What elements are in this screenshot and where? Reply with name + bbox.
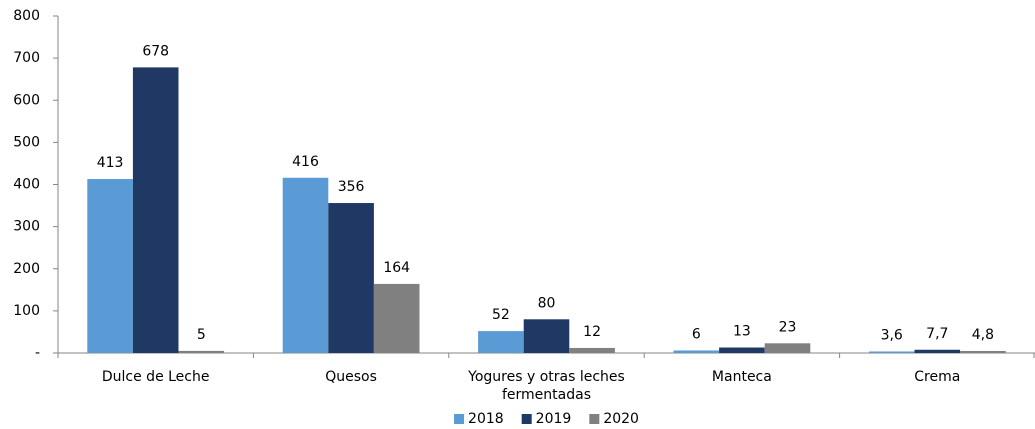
bar: [87, 179, 133, 353]
bar: [178, 350, 225, 353]
bar: [569, 347, 615, 353]
legend-label: 2020: [603, 411, 639, 427]
legend-swatch: [454, 414, 465, 424]
legend-swatch: [589, 414, 600, 424]
bar: [960, 350, 1006, 353]
bar: [478, 331, 524, 353]
x-tick-label: Crema: [914, 369, 961, 385]
bar: [764, 343, 811, 353]
data-label: 678: [142, 43, 169, 59]
data-label: 7,7: [926, 326, 948, 342]
bar: [328, 203, 374, 353]
y-tick-label: 200: [13, 261, 40, 277]
y-tick-label: 300: [13, 219, 40, 235]
x-tick-label: Quesos: [325, 369, 377, 385]
data-label: 4,8: [972, 327, 994, 343]
data-label: 356: [338, 179, 365, 195]
bar: [719, 347, 765, 353]
data-label: 3,6: [881, 327, 903, 343]
y-tick-label: -: [35, 345, 40, 361]
data-label: 13: [733, 324, 751, 340]
data-label: 164: [383, 260, 410, 276]
legend-label: 2019: [536, 411, 572, 427]
y-tick-label: 100: [13, 303, 40, 319]
legend-swatch: [521, 414, 532, 424]
y-tick-label: 400: [13, 177, 40, 193]
data-label: 12: [583, 324, 601, 340]
bar: [868, 351, 915, 353]
data-label: 416: [292, 154, 319, 170]
data-label: 80: [538, 295, 556, 311]
bar: [523, 319, 570, 353]
x-tick-label: Yogures y otras leches fermentadas: [468, 369, 625, 403]
bar: [673, 350, 720, 353]
x-tick-label: Manteca: [711, 369, 772, 385]
data-label: 6: [692, 326, 701, 342]
legend-label: 2018: [468, 411, 504, 427]
bar: [914, 349, 961, 353]
y-tick-label: 500: [13, 134, 40, 150]
data-label: 23: [779, 319, 797, 335]
y-tick-label: 800: [13, 8, 40, 24]
data-label: 5: [197, 327, 206, 343]
bar: [132, 67, 179, 353]
y-tick-label: 700: [13, 50, 40, 66]
data-label: 413: [97, 155, 124, 171]
data-label: 52: [492, 307, 510, 323]
y-tick-label: 600: [13, 92, 40, 108]
bar: [282, 177, 329, 353]
bar: [373, 283, 420, 353]
x-tick-label: Dulce de Leche: [101, 369, 210, 385]
